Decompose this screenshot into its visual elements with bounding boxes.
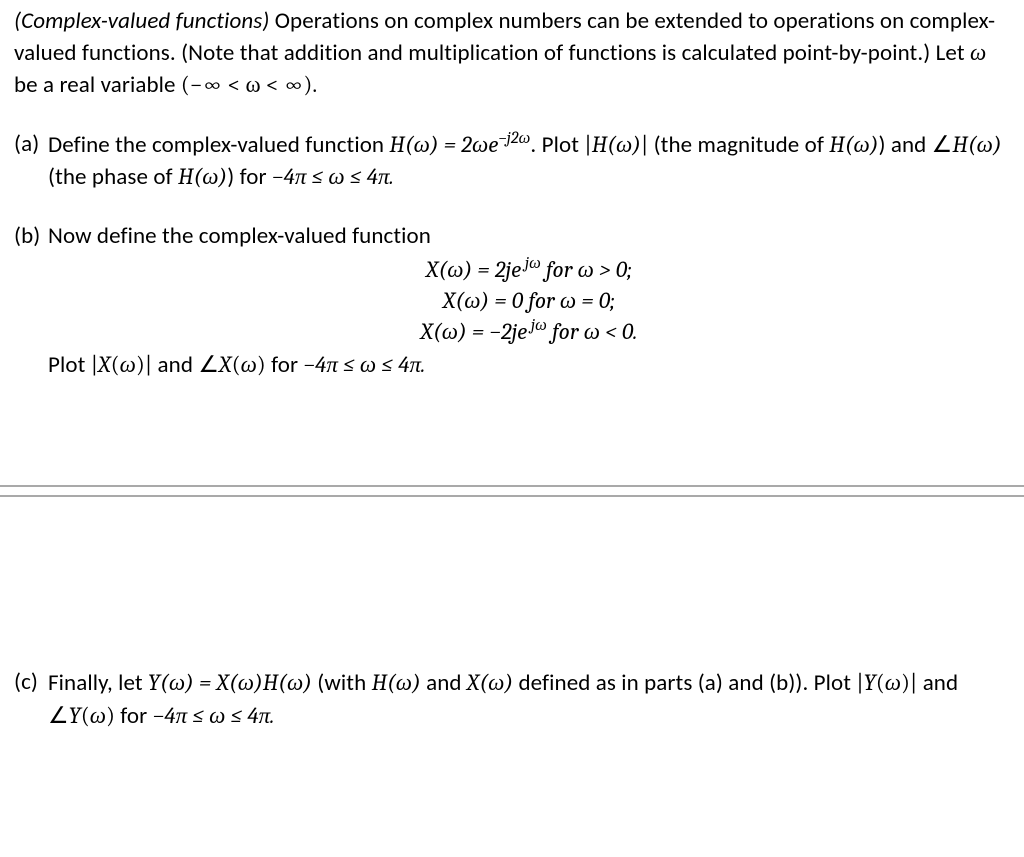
part-a-t6: ) for xyxy=(227,163,272,191)
part-b-plot-line: Plot |X(ω)| and ∠X(ω) for −4π ≤ ω ≤ 4π. xyxy=(48,349,1010,381)
part-a-mag-inner: H(ω) xyxy=(592,131,641,158)
part-a-range-inner: −4π ≤ ω ≤ 4π. xyxy=(272,163,394,190)
part-b-line3-b: for ω < 0. xyxy=(547,318,638,345)
part-a: (a) Define the complex-valued function H… xyxy=(14,129,1010,193)
page-lower: (c) Finally, let Y(ω) = X(ω)H(ω) (with H… xyxy=(0,667,1024,779)
part-a-Hw-2: H(ω) xyxy=(178,163,227,190)
part-c-t1: Finally, let xyxy=(48,669,148,697)
part-b-line3: X(ω) = −2je jω for ω < 0. xyxy=(48,316,1010,347)
section-divider xyxy=(0,485,1024,497)
part-c-t3: and xyxy=(421,669,467,697)
intro-omega: ω xyxy=(970,39,986,66)
part-b-definition: X(ω) = 2je jω for ω > 0; X(ω) = 0 for ω … xyxy=(48,254,1010,347)
part-a-t5: (the phase of xyxy=(48,163,178,191)
part-a-t1: Define the complex-valued function xyxy=(48,131,389,159)
intro-paragraph: (Complex-valued functions) Operations on… xyxy=(14,6,1010,101)
part-c-range: −4π ≤ ω ≤ 4π. xyxy=(153,702,275,729)
part-b-range: −4π ≤ ω ≤ 4π. xyxy=(303,351,425,378)
part-b: (b) Now define the complex-valued functi… xyxy=(14,221,1010,381)
part-b-line2: X(ω) = 0 for ω = 0; xyxy=(48,285,1010,316)
part-a-eq1: H(ω) = 2ωe−j2ω xyxy=(389,131,530,158)
part-b-body: Now define the complex-valued function X… xyxy=(48,221,1010,381)
intro-range: (−∞ < ω < ∞). xyxy=(181,71,317,98)
part-a-label: (a) xyxy=(14,129,48,160)
part-a-eq1-lhs: H(ω) = 2ωe xyxy=(389,131,498,158)
page: (Complex-valued functions) Operations on… xyxy=(0,0,1024,429)
part-c-mag: |Y(ω)| xyxy=(856,669,917,696)
part-b-t2c: for xyxy=(266,351,304,379)
part-b-t2b: and xyxy=(152,351,198,379)
part-b-line3-sup: jω xyxy=(527,316,547,335)
part-b-label: (b) xyxy=(14,221,48,252)
part-b-line3-a: X(ω) = −2je xyxy=(420,318,527,345)
part-a-t3: (the magnitude of xyxy=(648,131,829,159)
part-c-t6: for xyxy=(115,702,153,730)
intro-text-2: be a real variable xyxy=(14,71,181,99)
part-c: (c) Finally, let Y(ω) = X(ω)H(ω) (with H… xyxy=(14,667,1010,731)
part-a-eq1-sup: −j2ω xyxy=(498,129,530,148)
part-a-ang-inner: H(ω) xyxy=(952,131,1001,158)
part-c-eq: Y(ω) = X(ω)H(ω) xyxy=(148,669,312,696)
part-c-t2: (with xyxy=(312,669,372,697)
part-a-mag: |H(ω)| xyxy=(584,131,648,158)
part-a-t4: ) and xyxy=(879,131,932,159)
part-c-Hw: H(ω) xyxy=(372,669,421,696)
part-b-mag: |X(ω)| xyxy=(91,351,153,378)
part-b-line1-a: X(ω) = 2je xyxy=(426,256,521,283)
part-c-label: (c) xyxy=(14,667,48,698)
part-b-line1-b: for ω > 0; xyxy=(541,256,632,283)
part-c-Xw: X(ω) xyxy=(467,669,513,696)
part-c-body: Finally, let Y(ω) = X(ω)H(ω) (with H(ω) … xyxy=(48,667,1010,731)
part-b-line1: X(ω) = 2je jω for ω > 0; xyxy=(48,254,1010,285)
part-c-t4: defined as in parts (a) and (b)). Plot xyxy=(513,669,856,697)
part-a-body: Define the complex-valued function H(ω) … xyxy=(48,129,1010,193)
part-b-t1: Now define the complex-valued function xyxy=(48,221,1010,252)
part-b-line1-sup: jω xyxy=(521,254,541,273)
part-b-t2a: Plot xyxy=(48,351,91,379)
part-a-t2: . Plot xyxy=(530,131,584,159)
part-a-range: −4π ≤ ω ≤ 4π. xyxy=(272,163,394,190)
blank-gap xyxy=(0,497,1024,667)
part-b-ang: ∠X(ω) xyxy=(198,351,266,378)
part-c-ang: ∠Y(ω) xyxy=(48,702,115,729)
part-a-ang: ∠H(ω) xyxy=(932,131,1002,158)
intro-title: (Complex-valued functions) xyxy=(14,7,269,35)
part-a-Hw-1: H(ω) xyxy=(829,131,878,158)
part-c-t5: and xyxy=(917,669,958,697)
